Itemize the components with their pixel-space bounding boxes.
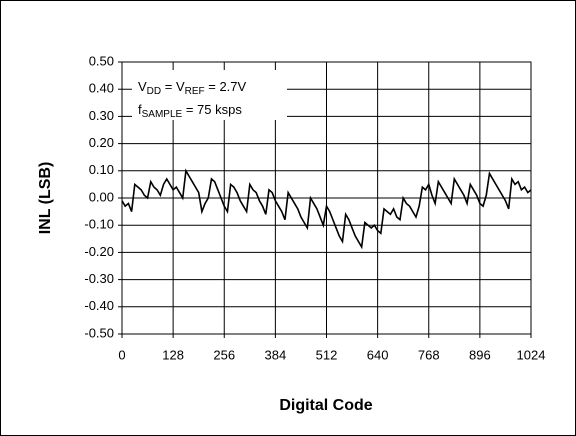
- y-tick-label: -0.20: [84, 244, 114, 259]
- annotation-subscript: DD: [147, 86, 161, 97]
- x-tick-label: 1024: [517, 347, 546, 362]
- annotation-subscript: SAMPLE: [142, 109, 183, 120]
- plot-frame: [121, 61, 532, 335]
- x-tick-label: 128: [162, 347, 184, 362]
- x-tick-label: 640: [367, 347, 389, 362]
- annotation-subscript: REF: [185, 86, 205, 97]
- y-tick-label: -0.50: [84, 325, 114, 340]
- annotation-box: [132, 70, 287, 120]
- y-tick-label: 0.00: [89, 189, 114, 204]
- y-axis-label: INL (LSB): [37, 162, 54, 235]
- annotation: VDD = VREF = 2.7V: [138, 79, 247, 96]
- x-tick-label: 256: [213, 347, 235, 362]
- annotation-part: V: [138, 79, 147, 94]
- annotation-part: = V: [161, 79, 185, 94]
- annotation-part: = 2.7V: [205, 79, 247, 94]
- y-tick-label: 0.50: [89, 53, 114, 68]
- annotation-part: = 75 ksps: [182, 102, 242, 117]
- data-line: [121, 168, 532, 250]
- y-tick-label: 0.30: [89, 108, 114, 123]
- x-tick-label: 896: [469, 347, 491, 362]
- y-tick-label: 0.40: [89, 81, 114, 96]
- y-tick-label: -0.40: [84, 298, 114, 313]
- y-tick-label: 0.20: [89, 135, 114, 150]
- y-tick-label: -0.10: [84, 217, 114, 232]
- x-tick-label: 768: [418, 347, 440, 362]
- x-tick-label: 384: [265, 347, 287, 362]
- y-tick-label: -0.30: [84, 271, 114, 286]
- y-tick-label: 0.10: [89, 162, 114, 177]
- annotation-part: f: [138, 102, 142, 117]
- annotation: fSAMPLE = 75 ksps: [138, 102, 242, 119]
- x-tick-label: 0: [118, 347, 125, 362]
- x-axis-label: Digital Code: [279, 397, 372, 414]
- x-tick-label: 512: [316, 347, 338, 362]
